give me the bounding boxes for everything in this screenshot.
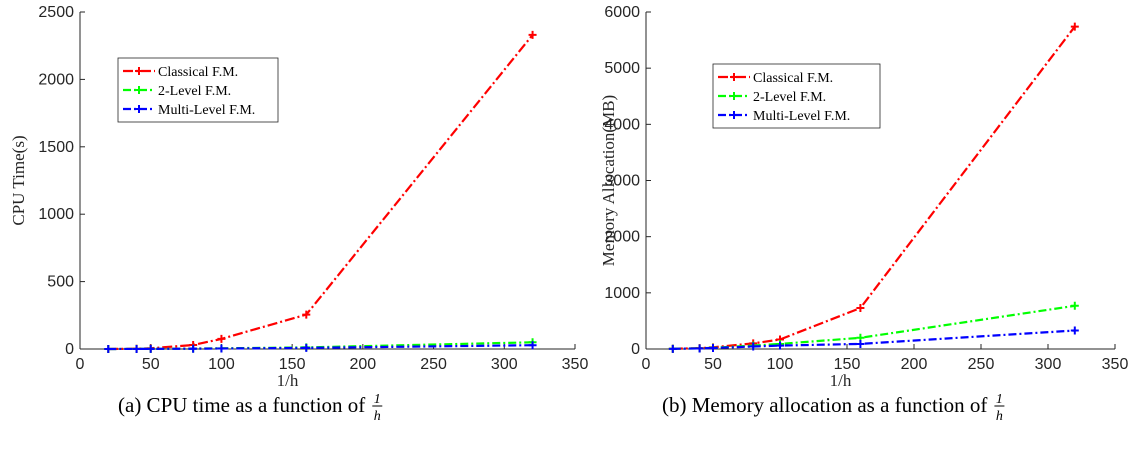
mem-series-line xyxy=(672,304,1075,350)
mem-data-point xyxy=(1070,301,1079,310)
mem-data-point xyxy=(856,339,865,348)
mem-y-tick-label: 4000 xyxy=(604,116,640,133)
mem-data-point xyxy=(695,344,704,353)
cpu-data-point xyxy=(528,30,537,39)
cpu-caption: (a) CPU time as a function of 1 h xyxy=(118,392,383,424)
mem-legend-label: Multi-Level F.M. xyxy=(753,109,850,124)
mem-legend-label: 2-Level F.M. xyxy=(753,90,826,105)
cpu-legend-label: 2-Level F.M. xyxy=(158,84,231,99)
mem-legend-marker xyxy=(730,73,738,81)
mem-legend-marker xyxy=(730,92,738,100)
cpu-y-tick-label: 2500 xyxy=(38,4,74,21)
cpu-caption-text: (a) CPU time as a function of xyxy=(118,393,365,417)
mem-chart: 0 50 100 150 200 250 300 350 0 1000 2000 3000 4000 50… xyxy=(599,4,1128,424)
mem-data-point xyxy=(856,303,865,312)
cpu-data-point xyxy=(302,343,311,352)
mem-caption-text: (b) Memory allocation as a function of xyxy=(662,393,987,417)
mem-y-tick-label: 1000 xyxy=(604,285,640,302)
cpu-x-axis-label: 1/h xyxy=(277,371,299,390)
mem-series-2 xyxy=(668,326,1079,353)
cpu-caption-denominator: h xyxy=(374,409,381,424)
cpu-legend-marker xyxy=(135,105,143,113)
cpu-data-point xyxy=(132,344,141,353)
mem-x-axis-label: 1/h xyxy=(830,371,852,390)
cpu-legend-label: Multi-Level F.M. xyxy=(158,103,255,118)
cpu-y-tick-label: 500 xyxy=(47,274,74,291)
cpu-legend-marker xyxy=(135,67,143,75)
cpu-legend-label: Classical F.M. xyxy=(158,65,238,80)
mem-y-tick-label: 5000 xyxy=(604,60,640,77)
cpu-data-point xyxy=(217,334,226,343)
cpu-x-tick-label: 350 xyxy=(562,356,589,373)
mem-legend-marker xyxy=(730,111,738,119)
cpu-chart: 0 50 100 150 200 250 300 350 0 500 1000 1500 2000 250… xyxy=(9,4,588,424)
cpu-x-tick-label: 0 xyxy=(76,356,85,373)
cpu-data-point xyxy=(302,310,311,319)
cpu-y-tick-label: 1500 xyxy=(38,139,74,156)
mem-x-tick-label: 150 xyxy=(834,356,861,373)
cpu-x-tick-label: 200 xyxy=(350,356,377,373)
cpu-caption-numerator: 1 xyxy=(374,392,381,407)
mem-x-tick-label: 250 xyxy=(968,356,995,373)
mem-x-tick-label: 50 xyxy=(704,356,722,373)
mem-caption-numerator: 1 xyxy=(996,392,1003,407)
mem-caption: (b) Memory allocation as a function of 1 h xyxy=(662,392,1005,424)
mem-x-tick-label: 300 xyxy=(1035,356,1062,373)
cpu-y-tick-label: 2000 xyxy=(38,71,74,88)
mem-x-tick-label: 100 xyxy=(767,356,794,373)
mem-legend-label: Classical F.M. xyxy=(753,71,833,86)
mem-data-point xyxy=(1070,22,1079,31)
cpu-y-tick-label: 0 xyxy=(65,341,74,358)
mem-y-axis-label: Memory Allocation(MB) xyxy=(599,95,618,266)
mem-x-tick-label: 0 xyxy=(642,356,651,373)
cpu-data-point xyxy=(104,344,113,353)
cpu-data-point xyxy=(217,344,226,353)
cpu-y-tick-label: 1000 xyxy=(38,206,74,223)
mem-x-tick-label: 350 xyxy=(1102,356,1129,373)
cpu-x-tick-label: 50 xyxy=(142,356,160,373)
cpu-legend-marker xyxy=(135,86,143,94)
cpu-series-2 xyxy=(104,341,537,353)
mem-y-tick-label: 3000 xyxy=(604,173,640,190)
cpu-x-tick-label: 250 xyxy=(420,356,447,373)
cpu-data-point xyxy=(189,344,198,353)
cpu-data-point xyxy=(146,344,155,353)
mem-y-tick-label: 0 xyxy=(631,341,640,358)
mem-y-tick-label: 2000 xyxy=(604,229,640,246)
mem-y-tick-label: 6000 xyxy=(604,4,640,21)
cpu-x-tick-label: 300 xyxy=(491,356,518,373)
cpu-data-point xyxy=(528,341,537,350)
mem-x-tick-label: 200 xyxy=(901,356,928,373)
mem-caption-denominator: h xyxy=(996,409,1003,424)
mem-data-point xyxy=(668,344,677,353)
mem-data-point xyxy=(1070,326,1079,335)
cpu-legend: Classical F.M. 2-Level F.M. Multi-Level F.… xyxy=(117,57,279,123)
cpu-x-tick-label: 150 xyxy=(279,356,306,373)
cpu-y-axis-label: CPU Time(s) xyxy=(9,135,28,225)
mem-legend: Classical F.M. 2-Level F.M. Multi-Level F.… xyxy=(712,63,881,129)
cpu-x-tick-label: 100 xyxy=(208,356,235,373)
mem-data-point xyxy=(709,343,717,352)
mem-data-point xyxy=(749,342,758,351)
mem-data-point xyxy=(776,341,784,350)
